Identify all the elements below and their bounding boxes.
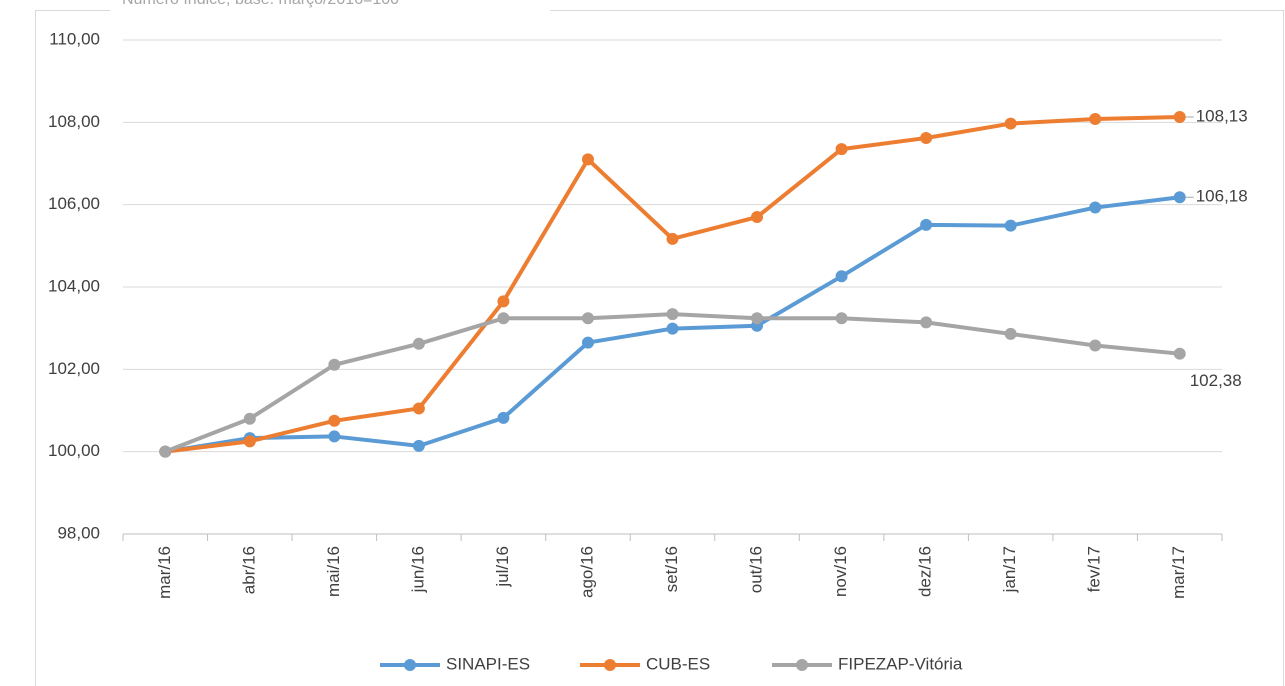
data-point [920,316,933,329]
data-point [412,337,425,350]
data-point [1173,347,1186,360]
data-point [666,322,679,335]
data-point [1089,113,1102,126]
y-tick-label: 100,00 [48,441,100,460]
y-tick-label: 104,00 [48,276,100,295]
data-point [1089,339,1102,352]
x-tick-label: set/16 [662,546,681,592]
x-tick-label: fev/17 [1085,546,1104,592]
data-point [1173,110,1186,123]
data-point [328,414,341,427]
y-tick-label: 110,00 [49,29,100,48]
x-tick-label: mar/17 [1169,546,1188,599]
x-tick-label: out/16 [747,546,766,593]
data-point [835,143,848,156]
series-line [165,114,1180,454]
subtitle: Número índice, base: março/2016=100 [122,0,399,8]
data-point [243,412,256,425]
x-tick-label: nov/16 [831,546,850,597]
legend-marker [796,659,808,671]
data-label: 106,18 [1196,187,1248,206]
x-tick-label: dez/16 [916,546,935,597]
legend-label: SINAPI-ES [446,654,530,673]
data-point [581,312,594,325]
data-point [1173,191,1186,204]
data-point [751,312,764,325]
data-point [835,270,848,283]
data-point [1089,201,1102,214]
y-tick-label: 98,00 [57,523,100,542]
data-point [412,402,425,415]
data-point [1004,219,1017,232]
data-point [920,218,933,231]
data-point [666,308,679,321]
x-tick-label: jan/17 [1000,546,1019,593]
x-tick-label: ago/16 [577,546,596,598]
x-tick-label: jun/16 [408,546,427,593]
data-point [835,312,848,325]
data-point [497,411,510,424]
data-point [1004,327,1017,340]
y-tick-label: 108,00 [48,112,100,131]
legend-label: CUB-ES [646,654,710,673]
data-point [497,295,510,308]
data-point [751,211,764,224]
legend-marker [604,659,616,671]
y-tick-label: 106,00 [48,194,100,213]
x-tick-label: mai/16 [324,546,343,597]
chart-frame [35,10,1284,686]
subtitle-bg [110,0,550,14]
data-point [920,131,933,144]
data-point [159,445,172,458]
data-point [412,439,425,452]
data-point [581,336,594,349]
y-tick-label: 102,00 [48,359,100,378]
legend-label: FIPEZAP-Vitória [838,654,963,673]
x-tick-label: mar/16 [155,546,174,599]
data-point [581,153,594,166]
legend-marker [404,659,416,671]
series-line [164,312,1180,454]
x-tick-label: jul/16 [493,546,512,588]
data-point [328,430,341,443]
data-point [328,358,341,371]
data-point [1004,117,1017,130]
data-label: 102,38 [1190,371,1242,390]
data-label: 108,13 [1196,106,1248,125]
data-point [243,435,256,448]
x-tick-label: abr/16 [239,546,258,594]
data-point [666,232,679,245]
data-point [497,312,510,325]
